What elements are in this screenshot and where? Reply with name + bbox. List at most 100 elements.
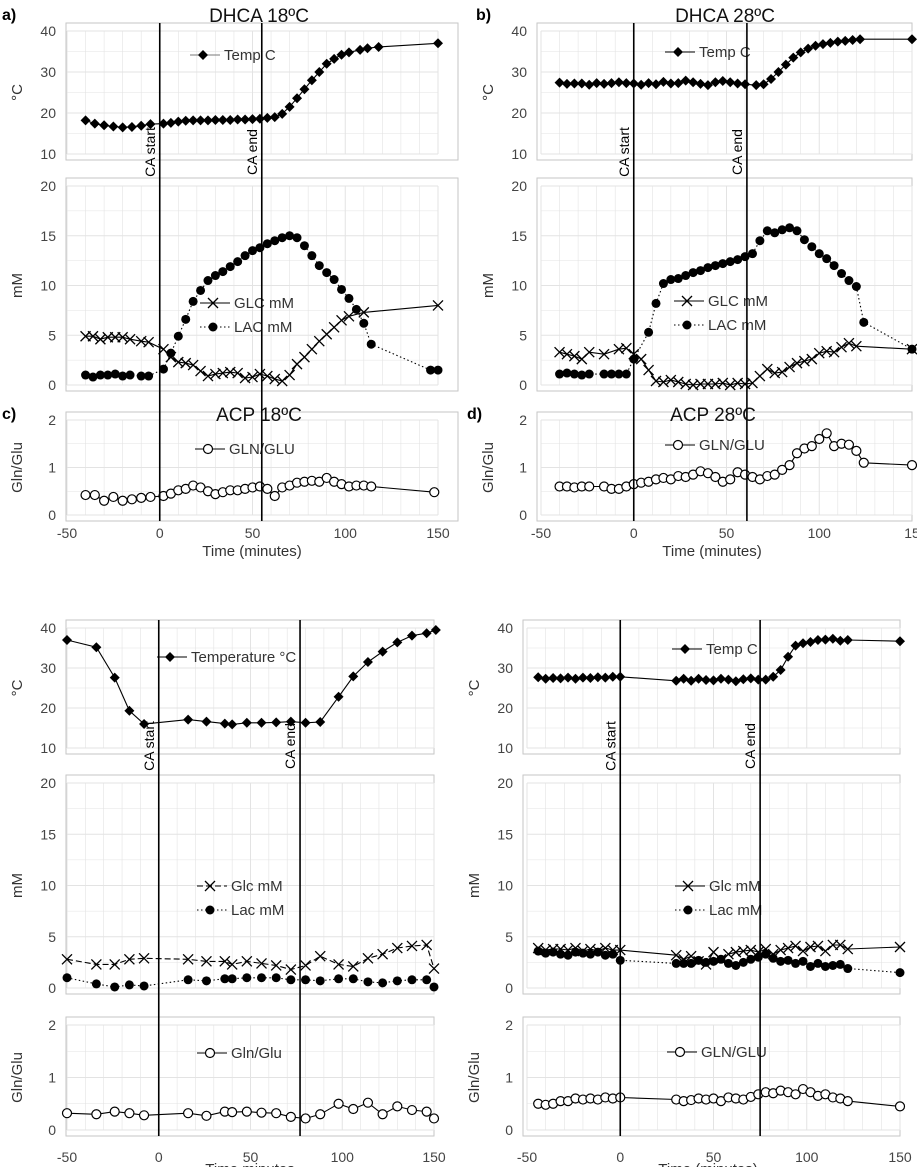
data-point xyxy=(670,949,682,961)
ca-marker-label: CA start xyxy=(602,721,618,771)
series-lac-mm xyxy=(533,946,905,978)
data-point xyxy=(333,958,345,970)
data-point xyxy=(422,975,432,985)
y-axis-label: mM xyxy=(9,273,26,298)
y-tick-label: 5 xyxy=(505,929,513,945)
y-axis-label: °C xyxy=(9,679,26,696)
data-point xyxy=(232,367,244,379)
legend-marker xyxy=(204,880,216,892)
data-point xyxy=(366,481,377,492)
data-point xyxy=(569,369,579,379)
data-point xyxy=(421,939,433,951)
y-tick-label: 30 xyxy=(40,64,56,80)
data-point xyxy=(109,672,120,683)
data-point xyxy=(806,353,818,365)
data-point xyxy=(563,950,573,960)
data-point xyxy=(430,625,441,635)
data-point xyxy=(822,254,832,264)
y-tick-label: 10 xyxy=(497,740,513,756)
y-tick-label: 10 xyxy=(497,878,513,894)
data-point xyxy=(819,945,831,957)
legend-marker xyxy=(681,295,693,307)
data-point xyxy=(392,637,403,648)
data-point xyxy=(644,327,654,337)
data-point xyxy=(561,348,573,360)
data-point xyxy=(271,717,282,728)
data-point xyxy=(658,279,668,289)
data-point xyxy=(355,44,366,55)
data-point xyxy=(99,120,110,131)
legend-marker xyxy=(673,47,683,57)
data-point xyxy=(139,981,149,991)
legend-entry: GLC mM xyxy=(674,293,768,310)
x-tick-label: 0 xyxy=(156,525,164,541)
data-point xyxy=(377,1109,388,1120)
data-point xyxy=(548,947,558,957)
data-point xyxy=(241,717,252,728)
series-gln-glu xyxy=(554,428,917,494)
data-point xyxy=(709,956,718,966)
legend-label: Glc mM xyxy=(231,878,283,895)
y-tick-label: 40 xyxy=(40,23,56,39)
data-point xyxy=(820,961,830,971)
data-point xyxy=(276,375,288,387)
data-point xyxy=(606,78,617,89)
x-tick-label: 0 xyxy=(616,1149,624,1165)
legend-entry: Temp C xyxy=(190,47,276,64)
data-point xyxy=(836,341,847,353)
data-point xyxy=(188,296,198,306)
data-point xyxy=(840,35,851,46)
data-point xyxy=(715,673,726,684)
subplot-3: 0 1 2 Gln/Glu Gln/Glu xyxy=(9,1016,440,1138)
series-temperature-c xyxy=(62,625,441,730)
data-point xyxy=(592,672,603,683)
data-point xyxy=(242,973,252,983)
legend-label: Temperature °C xyxy=(191,649,296,666)
legend-entry: GLN/GLU xyxy=(665,437,765,454)
data-point xyxy=(421,628,432,639)
data-point xyxy=(428,963,440,974)
y-tick-label: 5 xyxy=(48,327,56,343)
data-point xyxy=(80,115,91,126)
x-tick-label: -50 xyxy=(517,1149,537,1165)
data-point xyxy=(300,717,311,728)
ca-marker-label: CA end xyxy=(244,129,260,175)
data-point xyxy=(613,77,624,88)
legend-marker xyxy=(208,322,218,332)
x-tick-label: -50 xyxy=(531,525,551,541)
legend-marker xyxy=(165,652,175,662)
legend-entry: Temp C xyxy=(665,44,751,61)
data-point xyxy=(158,364,168,374)
subplot-1: 10 20 30 40 °C Temperature °C xyxy=(9,619,441,756)
data-point xyxy=(110,369,120,379)
series-glc-mm xyxy=(554,337,917,391)
data-point xyxy=(300,959,312,971)
data-point xyxy=(227,719,238,730)
data-point xyxy=(813,347,825,359)
data-point xyxy=(561,78,572,89)
data-point xyxy=(636,79,647,90)
data-point xyxy=(730,676,741,687)
data-point xyxy=(219,955,231,967)
data-point xyxy=(798,956,808,966)
data-point xyxy=(851,445,862,456)
data-point xyxy=(847,35,858,46)
data-point xyxy=(777,464,788,475)
data-point xyxy=(803,43,814,54)
data-point xyxy=(348,1103,359,1115)
data-point xyxy=(220,974,230,984)
data-point xyxy=(269,373,281,385)
data-point xyxy=(585,949,595,959)
y-tick-label: 20 xyxy=(511,178,527,194)
data-point xyxy=(775,665,786,675)
data-point xyxy=(240,251,250,261)
data-point xyxy=(362,1097,374,1108)
data-point xyxy=(842,635,853,645)
data-point xyxy=(773,67,784,77)
data-point xyxy=(284,101,295,112)
data-point xyxy=(895,968,905,978)
y-tick-label: 0 xyxy=(48,377,56,393)
data-point xyxy=(181,314,191,324)
data-point xyxy=(555,673,566,684)
data-point xyxy=(825,37,836,48)
